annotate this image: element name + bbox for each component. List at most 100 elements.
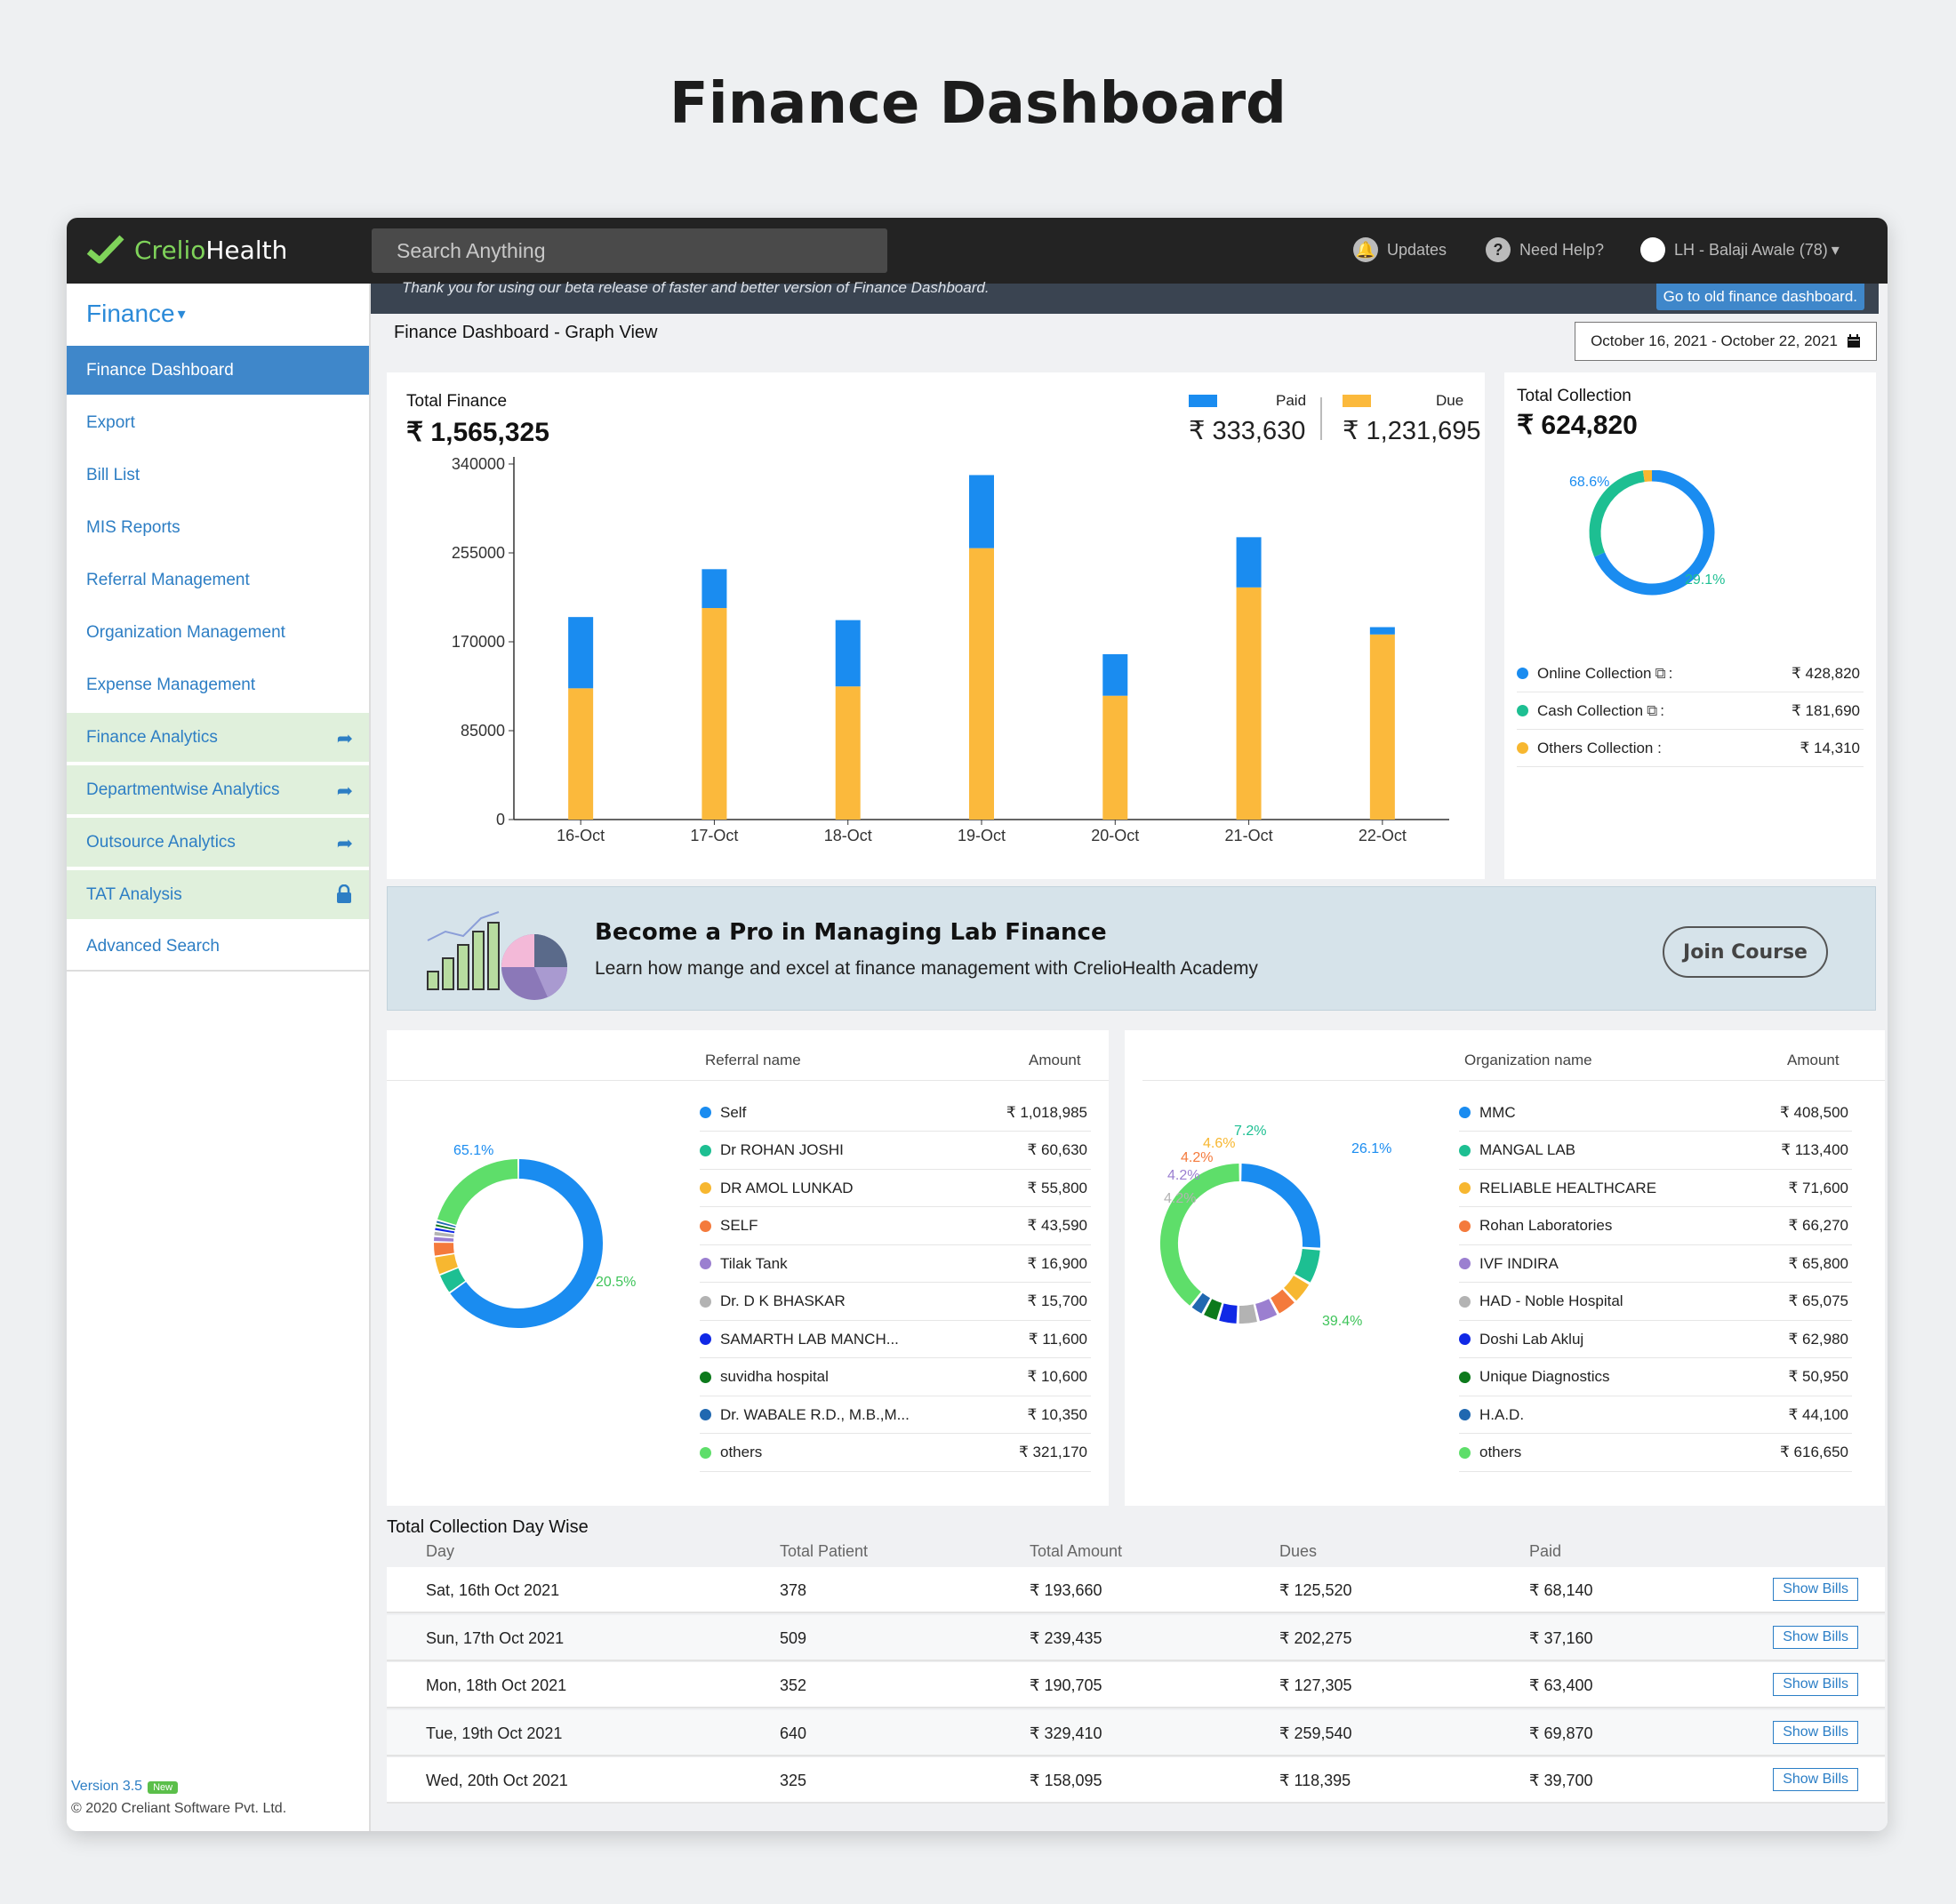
organization-pct-label: 4.2% [1164,1191,1196,1206]
organization-row[interactable]: H.A.D. ₹ 44,100 [1459,1396,1852,1434]
main-content: Thank you for using our beta release of … [371,280,1888,1831]
referral-row[interactable]: Self ₹ 1,018,985 [700,1094,1091,1132]
referral-row[interactable]: Dr. WABALE R.D., M.B.,M... ₹ 10,350 [700,1396,1091,1434]
sidebar-item-finance-analytics[interactable]: Finance Analytics ➦ [67,711,369,762]
organization-row[interactable]: Rohan Laboratories ₹ 66,270 [1459,1208,1852,1245]
donut-slice[interactable] [437,1159,518,1226]
sidebar-item-organization-management[interactable]: Organization Management [67,606,369,657]
due-bar[interactable] [835,686,861,820]
donut-slice[interactable] [1204,1299,1222,1320]
paid-bar[interactable] [1369,627,1395,635]
organization-row[interactable]: Doshi Lab Akluj ₹ 62,980 [1459,1321,1852,1358]
collection-suffix: : [1668,664,1673,682]
donut-slice[interactable] [1160,1164,1240,1306]
sidebar-item-bill-list[interactable]: Bill List [67,449,369,500]
referral-name: SELF [720,1217,758,1234]
donut-slice[interactable] [1239,1304,1257,1324]
sidebar-item-mis-reports[interactable]: MIS Reports [67,501,369,552]
old-dashboard-button[interactable]: Go to old finance dashboard. [1655,284,1864,310]
show-bills-button[interactable]: Show Bills [1773,1625,1858,1649]
donut-slice[interactable] [435,1253,458,1275]
legend-dot [700,1371,711,1383]
organization-row[interactable]: IVF INDIRA ₹ 65,800 [1459,1245,1852,1283]
sidebar-item-departmentwise-analytics[interactable]: Departmentwise Analytics ➦ [67,764,369,814]
referral-row[interactable]: others ₹ 321,170 [700,1435,1091,1472]
donut-slice[interactable] [1255,1299,1278,1322]
paid-bar[interactable] [969,475,994,548]
legend-dot [700,1107,711,1118]
donut-slice[interactable] [1191,1292,1211,1314]
academy-promo-banner: Become a Pro in Managing Lab Finance Lea… [387,886,1876,1011]
donut-slice[interactable] [450,1159,603,1328]
table-row: Wed, 20th Oct 2021 325 ₹ 158,095 ₹ 118,395 ₹… [387,1757,1885,1804]
search-input[interactable] [372,228,887,273]
legend-dot [1459,1220,1471,1232]
sidebar-item-finance-dashboard[interactable]: Finance Dashboard [67,344,369,395]
sidebar-item-referral-management[interactable]: Referral Management [67,554,369,604]
show-bills-button[interactable]: Show Bills [1773,1768,1858,1791]
donut-slice[interactable] [440,1268,466,1292]
sidebar-item-expense-management[interactable]: Expense Management [67,659,369,709]
paid-bar[interactable] [701,569,727,609]
donut-slice[interactable] [1283,1275,1310,1301]
help-link[interactable]: ? Need Help? [1486,237,1604,262]
due-bar[interactable] [568,688,594,820]
organization-pct-label: 26.1% [1351,1141,1391,1156]
referral-row[interactable]: SELF ₹ 43,590 [700,1208,1091,1245]
referral-row[interactable]: DR AMOL LUNKAD ₹ 55,800 [700,1170,1091,1207]
due-bar[interactable] [701,608,727,820]
legend-dot [1459,1371,1471,1383]
paid-bar[interactable] [568,617,594,689]
organization-row[interactable]: MMC ₹ 408,500 [1459,1094,1852,1132]
show-bills-button[interactable]: Show Bills [1773,1720,1858,1744]
referral-row[interactable]: suvidha hospital ₹ 10,600 [700,1359,1091,1396]
paid-bar[interactable] [835,620,861,687]
donut-slice[interactable] [1594,470,1715,596]
organization-amount: ₹ 71,600 [1788,1179,1848,1196]
organization-row[interactable]: HAD - Noble Hospital ₹ 65,075 [1459,1284,1852,1321]
due-bar[interactable] [1236,587,1262,820]
organization-row[interactable]: others ₹ 616,650 [1459,1435,1852,1472]
collection-legend-row[interactable]: Online Collection ⧉: ₹ 428,820 [1517,655,1864,692]
due-bar[interactable] [1102,695,1128,820]
updates-link[interactable]: 🔔 Updates [1353,237,1447,262]
external-link-icon[interactable]: ⧉ [1655,664,1666,682]
collection-legend-row[interactable]: Cash Collection ⧉: ₹ 181,690 [1517,692,1864,730]
paid-bar[interactable] [1236,537,1262,588]
referral-row[interactable]: Dr ROHAN JOSHI ₹ 60,630 [700,1132,1091,1170]
sidebar-item-export[interactable]: Export [67,396,369,447]
donut-slice[interactable] [1219,1303,1238,1324]
date-range-picker[interactable]: October 16, 2021 - October 22, 2021 [1575,322,1877,361]
donut-slice[interactable] [1240,1164,1320,1248]
table-row: Tue, 19th Oct 2021 640 ₹ 329,410 ₹ 259,540 ₹… [387,1709,1885,1756]
due-bar[interactable] [969,548,994,820]
crelio-logo[interactable]: CrelioHealth [86,232,287,268]
external-link-icon[interactable]: ⧉ [1647,701,1658,719]
organization-amount: ₹ 408,500 [1780,1103,1848,1121]
organization-name: Unique Diagnostics [1479,1368,1610,1385]
referral-row[interactable]: SAMARTH LAB MANCH... ₹ 11,600 [700,1321,1091,1358]
collection-legend-row[interactable]: Others Collection : ₹ 14,310 [1517,730,1864,767]
referral-row[interactable]: Dr. D K BHASKAR ₹ 15,700 [700,1284,1091,1321]
organization-amount: ₹ 113,400 [1781,1141,1848,1158]
sidebar-item-tat-analysis[interactable]: TAT Analysis [67,868,369,919]
donut-slice[interactable] [1589,470,1645,557]
show-bills-button[interactable]: Show Bills [1773,1578,1858,1601]
donut-slice[interactable] [434,1243,454,1256]
donut-slice[interactable] [1295,1248,1320,1283]
sidebar-item-outsource-analytics[interactable]: Outsource Analytics ➦ [67,816,369,867]
referral-row[interactable]: Tilak Tank ₹ 16,900 [700,1245,1091,1283]
sidebar-item-advanced-search[interactable]: Advanced Search [67,921,369,972]
sidebar-heading[interactable]: Finance ▾ [86,300,186,327]
due-bar[interactable] [1369,634,1395,820]
paid-bar[interactable] [1102,654,1128,696]
organization-row[interactable]: RELIABLE HEALTHCARE ₹ 71,600 [1459,1170,1852,1207]
join-course-button[interactable]: Join Course [1663,926,1828,978]
logo-check-icon [86,235,124,264]
user-menu[interactable]: LH - Balaji Awale (78) ▾ [1640,237,1840,262]
show-bills-button[interactable]: Show Bills [1773,1673,1858,1696]
organization-row[interactable]: Unique Diagnostics ₹ 50,950 [1459,1359,1852,1396]
donut-slice[interactable] [1270,1289,1295,1314]
organization-row[interactable]: MANGAL LAB ₹ 113,400 [1459,1132,1852,1170]
referral-amount: ₹ 55,800 [1027,1179,1087,1196]
